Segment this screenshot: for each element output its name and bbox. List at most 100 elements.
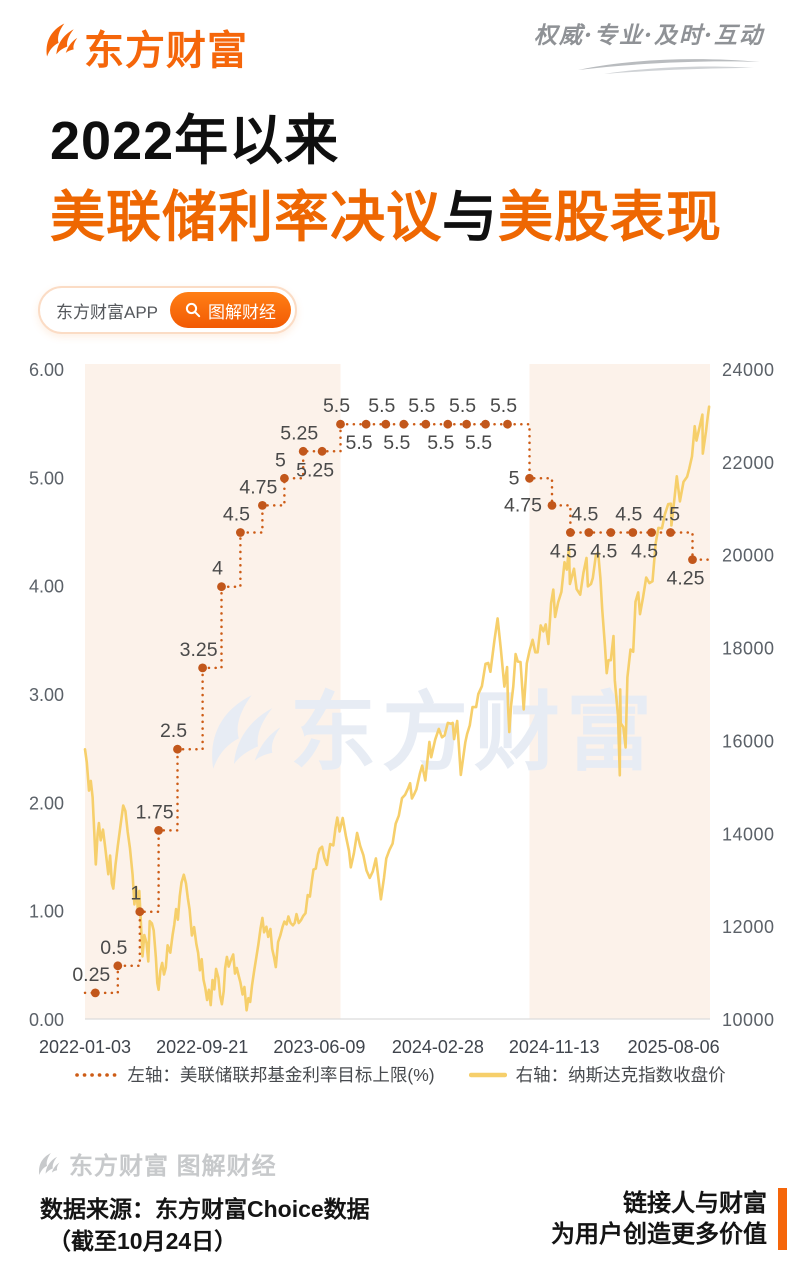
data-source-line1: 数据来源：东方财富Choice数据 xyxy=(40,1196,370,1222)
title-black: 与 xyxy=(442,186,499,248)
app-badge[interactable]: 东方财富APP 图解财经 xyxy=(38,286,298,334)
left-axis-tick: 3.00 xyxy=(29,685,64,705)
rate-decision-label: 4.5 xyxy=(631,541,658,563)
x-axis-tick: 2024-02-28 xyxy=(392,1037,484,1057)
rate-decision-label: 5.5 xyxy=(465,432,492,454)
rate-decision-dot xyxy=(258,501,267,510)
rate-decision-dot xyxy=(280,473,289,483)
rate-decision-dot xyxy=(443,419,453,429)
rate-decision-dot xyxy=(525,473,534,483)
left-axis-tick: 4.00 xyxy=(29,577,64,597)
rate-decision-dot xyxy=(298,446,308,456)
rate-decision-dot xyxy=(381,419,391,429)
rate-decision-label: 5.5 xyxy=(346,432,373,454)
footer-slogan-line2: 为用户创造更多价值 xyxy=(551,1221,767,1248)
left-axis-tick: 0.00 xyxy=(29,1010,64,1030)
right-axis-tick: 20000 xyxy=(722,546,775,566)
rate-decision-dot xyxy=(606,528,616,537)
rate-decision-label: 3.25 xyxy=(180,639,218,661)
title-orange-1: 美联储利率决议 xyxy=(50,186,443,248)
rate-decision-dot xyxy=(481,419,490,429)
footer-watermark: 东方财富 图解财经 xyxy=(36,1146,277,1181)
rate-decision-label: 5.5 xyxy=(427,432,454,454)
logo-text: 东方财富 xyxy=(84,29,248,73)
dotted-line-swatch-icon xyxy=(75,1072,118,1077)
rate-decision-dot xyxy=(198,663,208,673)
cycle-highlight-band xyxy=(85,364,341,1019)
chart-watermark-text: 东方财富 xyxy=(290,685,658,781)
rate-decision-dot xyxy=(217,582,226,592)
left-axis-tick: 1.00 xyxy=(29,902,64,922)
eastmoney-logo-icon xyxy=(46,23,78,57)
right-axis-tick: 22000 xyxy=(722,453,775,473)
rate-decision-label: 4.25 xyxy=(667,568,705,590)
chart-watermark xyxy=(212,695,281,769)
right-axis-tick: 24000 xyxy=(722,360,775,380)
slogan-swoosh-icon xyxy=(578,59,760,74)
eastmoney-gray-logo-icon xyxy=(39,1152,60,1175)
app-name-label: 东方财富APP xyxy=(56,302,159,322)
page-title-line2: 美联储利率决议与美股表现 xyxy=(50,172,722,252)
x-axis-tick: 2022-01-03 xyxy=(39,1037,131,1057)
rate-decision-dot xyxy=(135,907,145,917)
left-axis-tick: 5.00 xyxy=(29,468,64,488)
rate-decision-label: 4.5 xyxy=(653,504,680,526)
rate-decision-dot xyxy=(336,419,345,429)
search-icon xyxy=(185,302,201,318)
x-axis-tick: 2024-11-13 xyxy=(509,1037,600,1057)
right-axis-tick: 18000 xyxy=(722,639,775,659)
rate-decision-dot xyxy=(399,419,409,429)
rate-decision-dot xyxy=(462,419,471,429)
right-axis-tick: 10000 xyxy=(722,1010,775,1030)
rate-decision-label: 5.5 xyxy=(408,395,435,417)
rate-decision-dot xyxy=(361,419,371,429)
rate-decision-label: 4.5 xyxy=(615,504,642,526)
rate-decision-label: 0.5 xyxy=(100,937,127,959)
rate-decision-dot xyxy=(547,501,557,510)
rate-decision-dot xyxy=(647,528,656,537)
page-title-line1: 2022年以来 xyxy=(50,111,340,171)
rate-decision-label: 5.5 xyxy=(490,395,517,417)
rate-decision-dot xyxy=(566,528,575,537)
rate-decision-label: 4.5 xyxy=(590,541,617,563)
rate-decision-label: 0.25 xyxy=(72,964,110,986)
rate-decision-label: 4.5 xyxy=(223,504,250,526)
footer-accent-bar xyxy=(778,1188,787,1250)
tujie-caijing-button[interactable]: 图解财经 xyxy=(170,292,292,328)
rate-decision-label: 5.25 xyxy=(296,459,334,481)
rate-decision-dot xyxy=(154,826,164,835)
rate-decision-label: 2.5 xyxy=(160,720,187,742)
left-axis-tick: 6.00 xyxy=(29,360,64,380)
rate-decision-label: 4.5 xyxy=(571,504,598,526)
rate-decision-label: 5.25 xyxy=(280,422,318,444)
header-slogan: 权威·专业·及时·互动 xyxy=(534,16,764,76)
x-axis-tick: 2023-06-09 xyxy=(273,1037,365,1057)
rate-decision-label: 5.5 xyxy=(383,432,410,454)
legend-nasdaq: 右轴：纳斯达克指数收盘价 xyxy=(468,1062,726,1087)
legend-rate: 左轴：美联储联邦基金利率目标上限(%) xyxy=(74,1062,435,1087)
x-axis-tick: 2022-09-21 xyxy=(156,1037,248,1057)
title-orange-2: 美股表现 xyxy=(498,186,723,248)
rate-decision-dot xyxy=(173,744,182,754)
fed-rate-step-line xyxy=(83,422,712,995)
x-axis-tick: 2025-08-06 xyxy=(628,1037,720,1057)
solid-line-swatch-icon xyxy=(468,1072,507,1077)
rate-decision-dot xyxy=(236,528,245,537)
footer-watermark-text: 东方财富 图解财经 xyxy=(69,1153,277,1180)
rate-decision-label: 5.5 xyxy=(449,395,476,417)
footer-slogan-line1: 链接人与财富 xyxy=(623,1190,767,1217)
rate-decision-label: 4.75 xyxy=(504,494,542,516)
rate-decision-dot xyxy=(503,419,512,429)
data-source-line2: （截至10月24日） xyxy=(48,1228,238,1254)
rate-decision-dot xyxy=(688,555,697,564)
rate-decision-label: 4.75 xyxy=(239,476,277,498)
rate-decision-label: 5 xyxy=(275,449,286,471)
rate-decision-dot xyxy=(90,988,100,998)
tujie-caijing-label: 图解财经 xyxy=(208,302,277,322)
chart-legend: 左轴：美联储联邦基金利率目标上限(%) 右轴：纳斯达克指数收盘价 xyxy=(0,1062,800,1087)
footer-slogan-block: 链接人与财富 为用户创造更多价值 xyxy=(551,1188,787,1250)
rate-decision-label: 5.5 xyxy=(368,395,395,417)
left-axis-tick: 2.00 xyxy=(29,793,64,813)
slogan-text: 权威·专业·及时·互动 xyxy=(533,22,764,49)
